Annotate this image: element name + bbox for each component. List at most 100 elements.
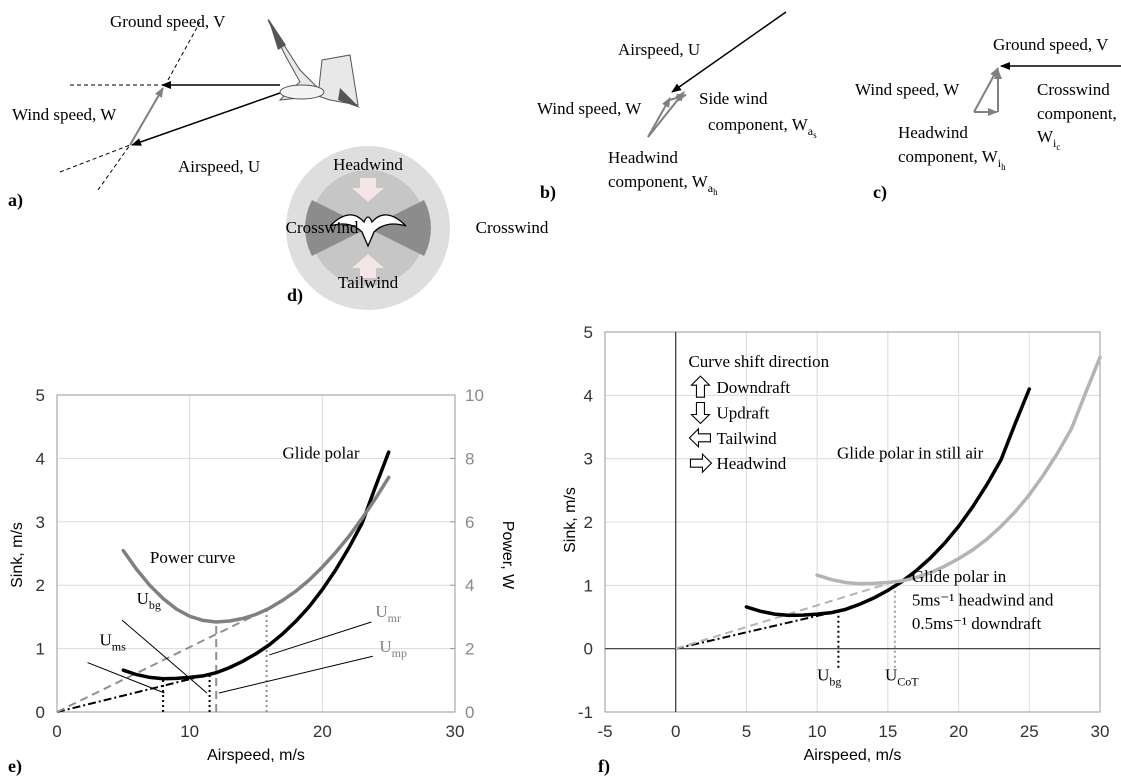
y2-tick-label: 0: [465, 703, 474, 722]
x-tick-label: 30: [446, 722, 465, 741]
legend-item: Tailwind: [716, 429, 777, 448]
y-tick-label: 5: [36, 386, 45, 405]
annotation-text: U: [99, 630, 111, 649]
annotation-text: U: [137, 589, 149, 608]
panel-label: c): [873, 182, 887, 203]
subscript: i: [1053, 136, 1057, 150]
x-tick-label: 0: [671, 722, 680, 741]
pointer-line: [269, 621, 372, 656]
crosswind-label: Crosswind: [1037, 80, 1110, 99]
x-tick-label: 0: [52, 722, 61, 741]
y-tick-label: 3: [584, 450, 593, 469]
series-line: [121, 475, 391, 624]
y-tick-label: 1: [36, 640, 45, 659]
series-line: [121, 450, 391, 681]
pointer-line: [121, 619, 208, 694]
annotation-subscript: mp: [392, 646, 407, 660]
plot-frame: [56, 394, 456, 713]
y-tick-label: 4: [584, 386, 593, 405]
wind-speed-label: Wind speed, W: [855, 80, 960, 99]
shift-arrow-icon: [689, 452, 713, 474]
annotation-subscript: bg: [829, 674, 841, 688]
y2-tick-label: 2: [465, 640, 474, 659]
reference-line: [56, 608, 268, 713]
headwind-label-text: component, W: [608, 172, 709, 191]
headwind-label: Headwind: [608, 148, 678, 167]
annotation-text: U: [379, 637, 391, 656]
annotation: Ubg: [137, 589, 161, 612]
series-label: 5ms⁻¹ headwind and: [912, 591, 1054, 610]
y-tick-label: 3: [36, 513, 45, 532]
headwind-label-text: component, W: [898, 147, 999, 166]
wind-speed-arrow: [973, 67, 999, 113]
wind-speed-label: Wind speed, W: [537, 99, 642, 118]
side-wind-label: Side wind: [699, 89, 768, 108]
headwind-arrow: [352, 178, 384, 202]
series-label: Glide polar in still air: [837, 444, 984, 463]
subscript: h: [1001, 162, 1006, 172]
dashed-extension: [97, 144, 131, 191]
crosswind-label: component,: [1037, 104, 1117, 123]
series-label: Power curve: [150, 548, 235, 567]
x-tick-label: 25: [1020, 722, 1039, 741]
x-tick-label: 5: [742, 722, 751, 741]
legend-item: Downdraft: [716, 378, 790, 397]
y2-tick-label: 10: [465, 386, 484, 405]
series-line: [744, 387, 1032, 618]
y-tick-label: -1: [578, 703, 593, 722]
legend-title: Curve shift direction: [688, 352, 829, 371]
subscript: a: [808, 124, 814, 138]
crosswind-label: Crosswind: [286, 218, 359, 237]
annotation-subscript: bg: [149, 598, 161, 612]
y-tick-label: 2: [36, 576, 45, 595]
dashed-extension: [59, 144, 131, 173]
x-axis-label: Airspeed, m/s: [207, 747, 305, 764]
airspeed-arrow: [671, 11, 787, 93]
subscript: i: [998, 156, 1002, 170]
headwind-label: component, Wih: [898, 147, 1006, 172]
series-label: Glide polar: [283, 443, 360, 462]
annotation: Ump: [379, 637, 407, 660]
headwind-component-arrow: [647, 97, 671, 138]
shift-arrow-icon: [690, 401, 711, 425]
plot-frame: [604, 331, 1101, 713]
side-wind-component-arrow: [669, 93, 687, 102]
panel-a: Ground speed, V Wind speed, W Airspeed, …: [8, 12, 360, 211]
bird-wing: [317, 54, 359, 106]
y-tick-label: 1: [584, 576, 593, 595]
bird-wingtip: [338, 88, 360, 108]
annotation: Ubg: [817, 665, 841, 688]
y2-tick-label: 4: [465, 576, 474, 595]
panel-label: a): [8, 190, 23, 211]
y-tick-label: 5: [584, 323, 593, 342]
panel-label: f): [598, 756, 610, 776]
subscript: a: [708, 181, 714, 195]
annotation-subscript: CoT: [897, 674, 919, 688]
bird-wing: [267, 19, 323, 101]
legend-item: Headwind: [716, 454, 786, 473]
annotation-subscript: ms: [112, 639, 126, 653]
wind-speed-label: Wind speed, W: [12, 105, 117, 124]
crosswind-label-text: W: [1037, 127, 1054, 146]
y-axis-label: Sink, m/s: [562, 487, 579, 553]
tailwind-arrow: [352, 254, 384, 278]
wind-speed-arrow: [129, 87, 164, 146]
x-tick-label: -5: [597, 722, 612, 741]
chart: -5 0 5 10 15 20 25 30 -1 0 1 2 3 4 5 Glide polar in sti…: [562, 323, 1109, 776]
airspeed-arrow: [131, 92, 281, 146]
bird-icon: [329, 214, 407, 248]
x-tick-label: 10: [180, 722, 199, 741]
shift-arrow-icon: [690, 375, 711, 398]
legend-item: Updraft: [716, 404, 769, 423]
x-tick-label: 30: [1091, 722, 1110, 741]
crosswind-label: Crosswind: [476, 218, 549, 237]
panel-b: Airspeed, U Wind speed, W Side wind comp…: [537, 11, 817, 203]
panel-label: d): [287, 285, 303, 306]
reference-line: [56, 673, 210, 713]
pointer-line: [218, 655, 373, 694]
annotation-text: U: [817, 665, 829, 684]
shift-arrow-icon: [688, 427, 711, 449]
annotation-subscript: mr: [388, 611, 401, 625]
